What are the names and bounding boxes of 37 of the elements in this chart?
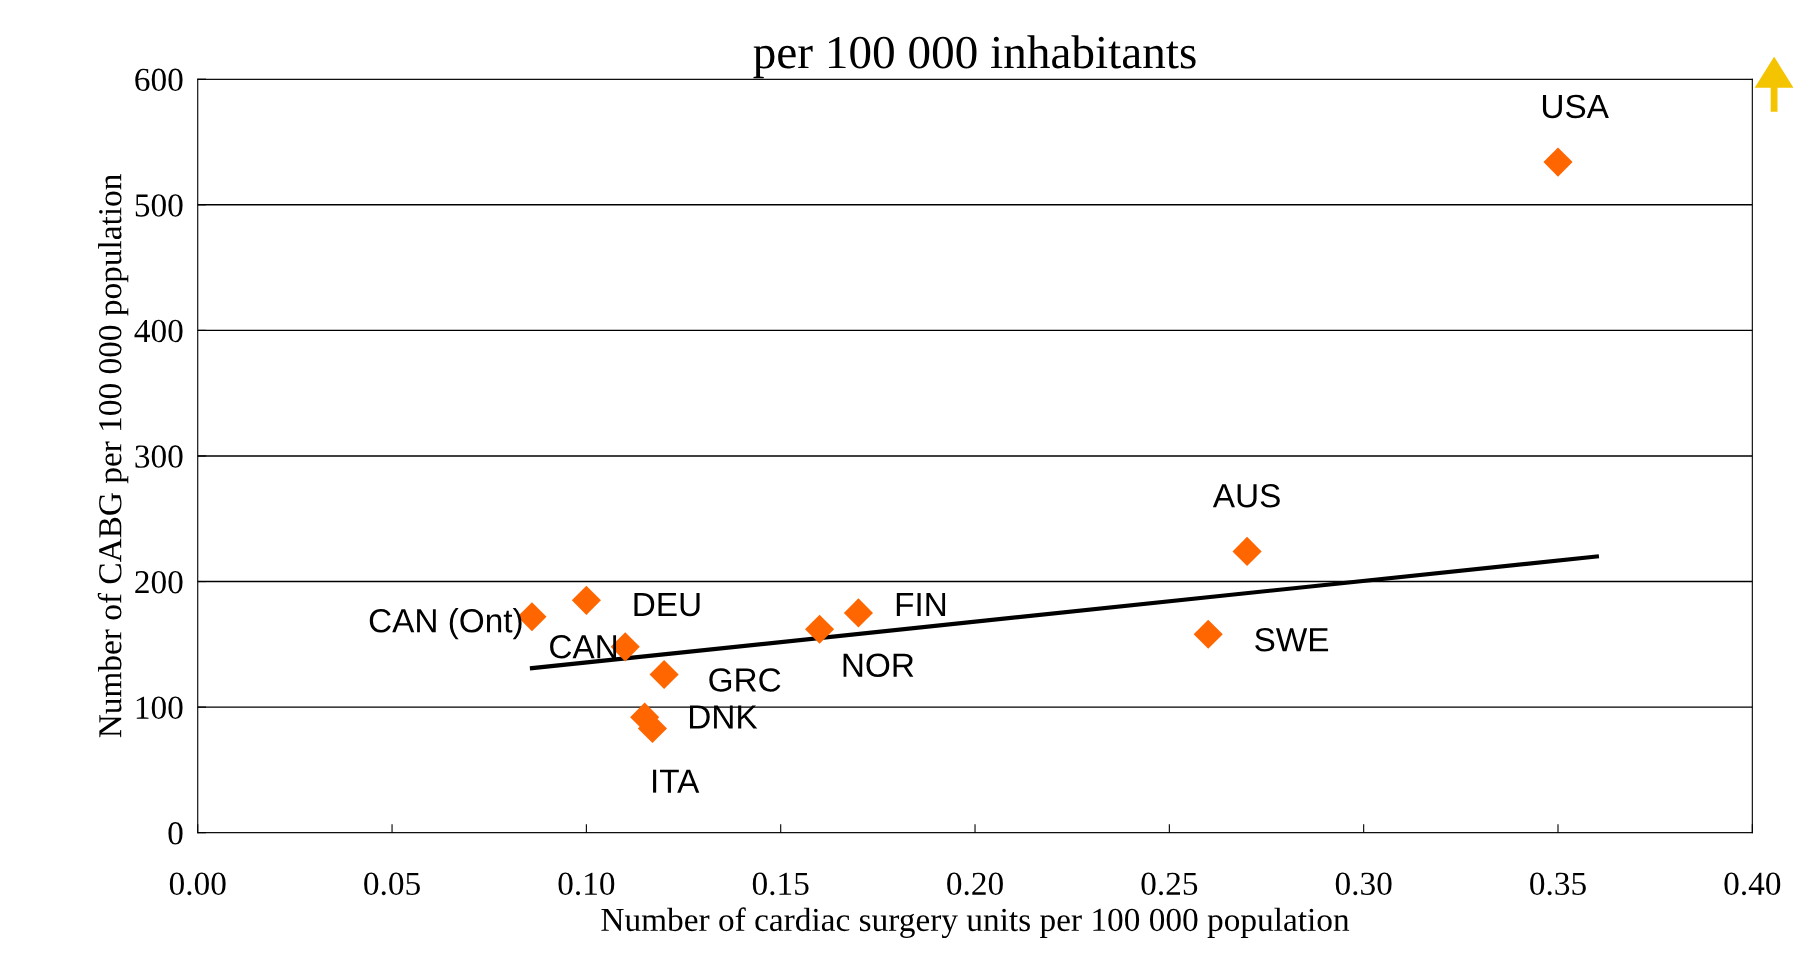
annotation: GRC [709,668,781,692]
point [843,598,873,628]
x-tick-label: 0.10 [558,872,615,896]
annotation: NOR [843,653,914,678]
x-tick-label: 0.20 [947,872,1003,896]
y-tick-label: 100 [136,696,183,720]
x-tick-label: 0.05 [364,872,420,896]
x-tick-label: 0.25 [1141,872,1198,896]
annotation: AUS [1212,483,1280,508]
annotation: ITA [653,769,700,793]
y-tick-label: 500 [135,194,183,217]
point [805,614,835,644]
x-tick-label: 0.35 [1530,872,1586,896]
annotation: SWE [1255,627,1329,652]
x-tick-label: 0.00 [169,872,226,896]
annotation: CAN [550,634,617,659]
annotation: FIN [896,593,946,616]
x-tick-label: 0.40 [1724,872,1781,896]
annotation: CAN (Ont) [369,608,522,640]
point [1232,536,1262,566]
x-axis-title: Number of cardiac surgery units per 100 000 population [601,907,1350,939]
point [1543,147,1573,177]
x-tick-label: 0.15 [752,872,809,896]
y-tick-label: 600 [135,68,183,92]
x-tick-label: 0.30 [1335,872,1392,896]
annotation: DEU [634,593,700,617]
point [571,585,601,615]
chart-title: per 100 000 inhabitants [753,35,1196,79]
point [1193,619,1223,649]
y-tick-label: 300 [135,445,183,468]
y-tick-label: 0 [168,822,183,845]
point [649,659,679,690]
y-tick-label: 200 [135,570,183,594]
annotation: DNK [689,705,758,729]
y-tick-label: 400 [134,319,183,343]
annotation: USA [1542,94,1609,119]
y-axis-title: Number of CABG per 100 000 population [97,174,129,738]
